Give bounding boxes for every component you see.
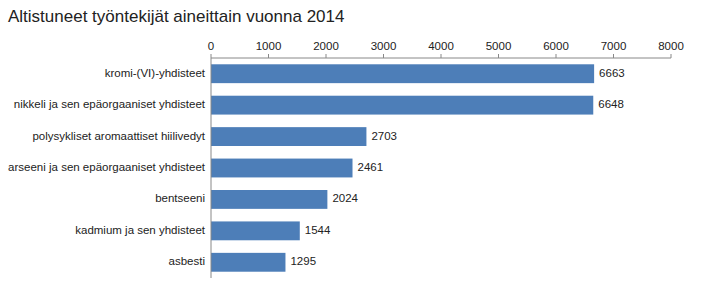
- x-tick-label: 6000: [543, 40, 569, 52]
- data-label: 2024: [332, 192, 358, 204]
- category-label: asbesti: [169, 255, 205, 267]
- x-tick-label: 0: [208, 40, 214, 52]
- x-tick-label: 8000: [658, 40, 684, 52]
- bar: [211, 159, 353, 178]
- x-tick-label: 3000: [371, 40, 397, 52]
- data-label: 6648: [598, 98, 624, 110]
- title: Altistuneet työntekijät aineittain vuonn…: [8, 7, 344, 26]
- x-tick: [383, 54, 384, 58]
- x-tick-label: 7000: [601, 40, 627, 52]
- category-label: bentseeni: [155, 192, 205, 204]
- data-label: 2703: [371, 130, 397, 142]
- x-tick: [498, 54, 499, 58]
- bar: [211, 96, 593, 115]
- bar: [211, 221, 300, 240]
- data-label: 1544: [305, 224, 331, 236]
- x-tick: [613, 54, 614, 58]
- category-label: kadmium ja sen yhdisteet: [75, 224, 206, 236]
- x-tick: [211, 54, 212, 58]
- y-axis-line: [211, 58, 212, 278]
- bar: [211, 127, 366, 146]
- x-tick: [326, 54, 327, 58]
- data-label: 1295: [290, 255, 316, 267]
- bar: [211, 64, 594, 83]
- chart: Altistuneet työntekijät aineittain vuonn…: [0, 0, 701, 288]
- x-tick-label: 4000: [428, 40, 454, 52]
- bar: [211, 190, 327, 209]
- category-label: nikkeli ja sen epäorgaaniset yhdisteet: [14, 98, 206, 110]
- x-tick: [441, 54, 442, 58]
- bar: [211, 253, 285, 272]
- chart-container: Altistuneet työntekijät aineittain vuonn…: [0, 0, 701, 288]
- category-label: arseeni ja sen epäorgaaniset yhdisteet: [8, 161, 206, 173]
- x-tick: [671, 54, 672, 58]
- x-tick-label: 5000: [486, 40, 512, 52]
- x-tick-label: 1000: [256, 40, 282, 52]
- data-label: 6663: [599, 67, 625, 79]
- category-label: polysykliset aromaattiset hiilivedyt: [32, 130, 205, 142]
- category-label: kromi-(VI)-yhdisteet: [105, 67, 206, 79]
- x-tick-label: 2000: [313, 40, 339, 52]
- x-tick: [268, 54, 269, 58]
- bars: [211, 64, 594, 271]
- x-tick: [556, 54, 557, 58]
- data-label: 2461: [358, 161, 384, 173]
